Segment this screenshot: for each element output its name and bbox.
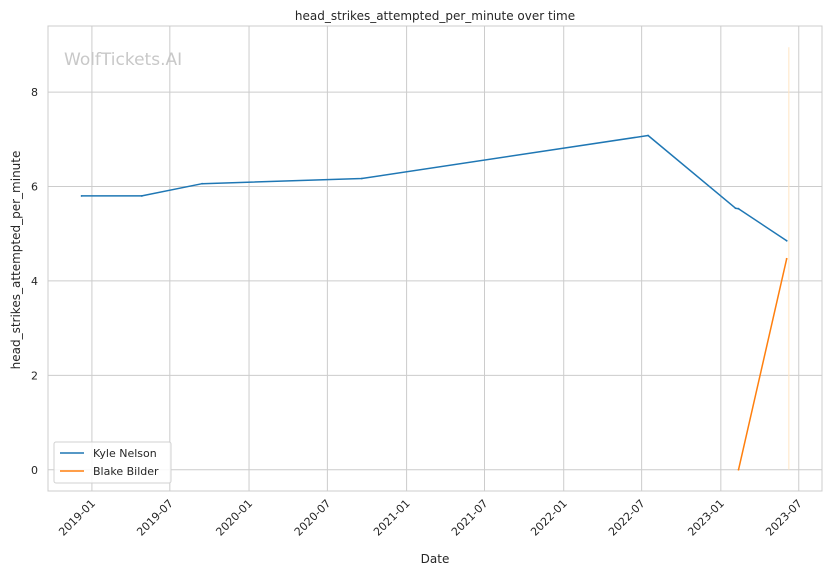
data-point-kyle-nelson	[80, 195, 83, 197]
y-tick-label: 8	[31, 86, 38, 99]
x-tick-label: 2021-07	[449, 497, 491, 539]
y-tick-label: 4	[31, 275, 38, 288]
x-tick-label: 2020-07	[292, 497, 334, 539]
legend: Kyle Nelson Blake Bilder	[53, 441, 172, 484]
x-tick-label: 2021-01	[371, 497, 413, 539]
data-point-blake-bilder	[737, 468, 740, 471]
legend-label-kyle-nelson: Kyle Nelson	[93, 447, 157, 460]
x-tick-label: 2022-07	[606, 497, 648, 539]
y-gridlines	[48, 91, 822, 471]
plot-frame	[47, 25, 823, 492]
y-tick-label: 6	[31, 181, 38, 194]
x-tick-label: 2022-01	[528, 497, 570, 539]
data-point-kyle-nelson	[140, 195, 143, 197]
series-lines	[80, 47, 790, 471]
plot-background	[48, 26, 822, 491]
x-tick-label: 2023-07	[763, 497, 805, 539]
legend-label-blake-bilder: Blake Bilder	[93, 465, 159, 478]
y-axis-label: head_strikes_attempted_per_minute	[9, 151, 23, 370]
x-axis-ticks: 2019-01 2019-07 2020-01 2020-07 2021-01 2021-…	[56, 497, 805, 539]
y-tick-label: 2	[31, 369, 38, 382]
watermark: WolfTickets.AI	[64, 50, 182, 70]
data-point-blake-bilder	[785, 257, 788, 260]
data-point-kyle-nelson	[737, 207, 740, 210]
data-point-kyle-nelson	[201, 182, 204, 185]
x-tick-label: 2019-07	[134, 497, 176, 539]
y-tick-label: 0	[31, 464, 38, 477]
data-point-kyle-nelson	[647, 134, 649, 137]
series-line-blake-bilder	[737, 258, 788, 470]
x-tick-label: 2019-01	[56, 497, 98, 539]
x-tick-label: 2020-01	[213, 497, 255, 539]
data-point-kyle-nelson	[785, 239, 788, 242]
chart-title: head_strikes_attempted_per_minute over t…	[295, 9, 575, 23]
data-point-kyle-nelson	[734, 207, 737, 210]
data-point-kyle-nelson	[360, 177, 363, 180]
x-tick-label: 2023-01	[685, 497, 727, 539]
x-axis-label: Date	[421, 552, 450, 566]
y-axis-ticks: 0 2 4 6 8	[31, 86, 38, 477]
x-gridlines	[91, 26, 800, 491]
